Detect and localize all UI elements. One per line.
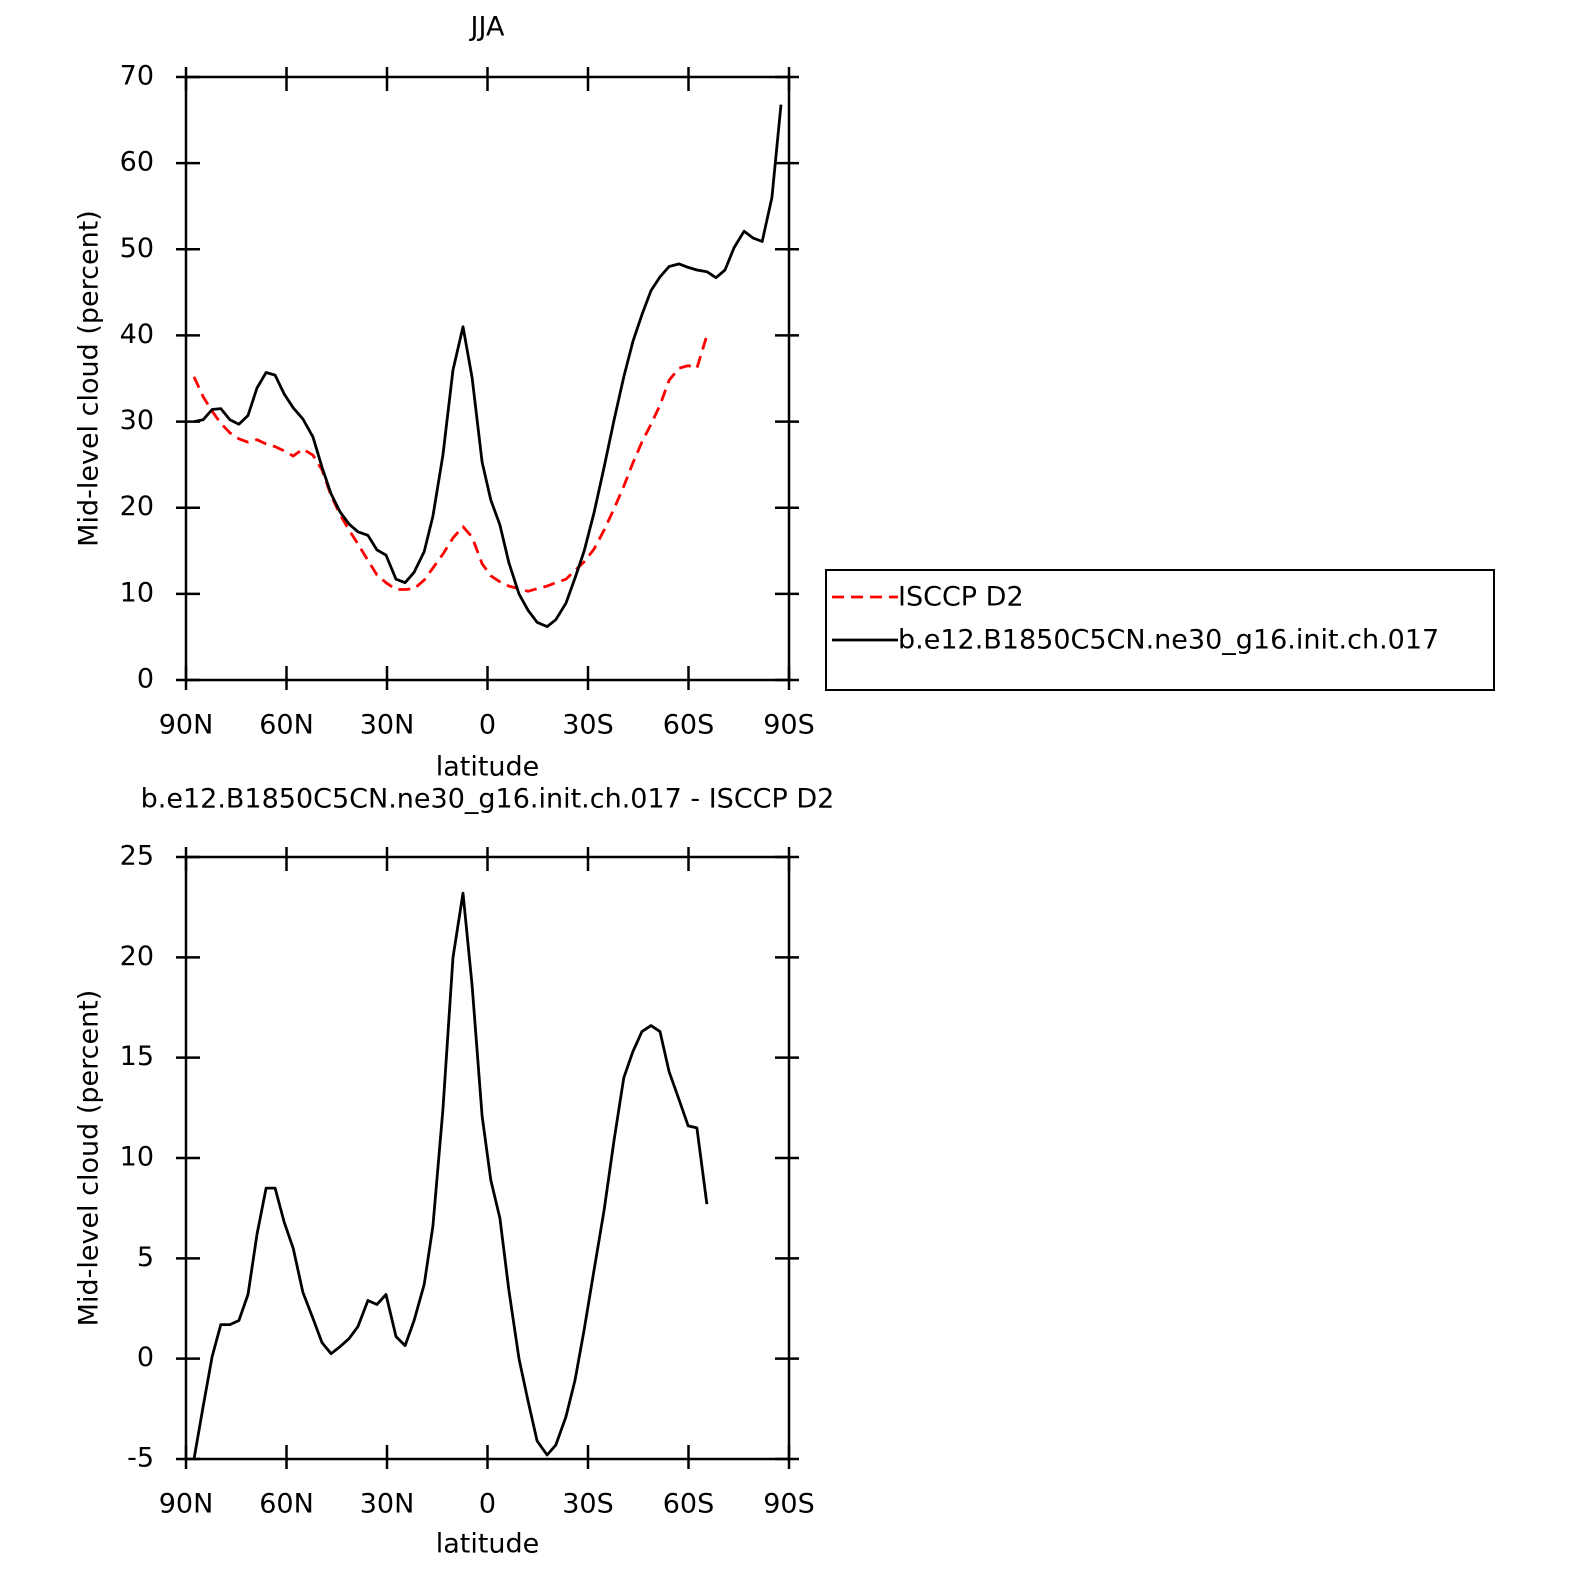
x-tick-label: 90S	[763, 1489, 815, 1520]
x-tick-label: 60S	[663, 710, 715, 741]
x-tick-label: 30S	[562, 710, 614, 741]
x-axis-label: latitude	[436, 1529, 540, 1560]
y-tick-label: -5	[127, 1443, 154, 1474]
x-tick-label: 60N	[259, 710, 314, 741]
x-tick-label: 60S	[663, 1489, 715, 1520]
y-tick-label: 20	[120, 491, 154, 522]
x-axis-label: latitude	[436, 752, 540, 783]
x-tick-label: 60N	[259, 1489, 314, 1520]
chart-title: b.e12.B1850C5CN.ne30_g16.init.ch.017 - I…	[141, 784, 835, 815]
y-tick-label: 5	[137, 1242, 154, 1273]
y-tick-label: 20	[120, 941, 154, 972]
data-line	[192, 891, 709, 1460]
y-tick-label: 70	[120, 61, 154, 92]
legend-label: b.e12.B1850C5CN.ne30_g16.init.ch.017	[898, 625, 1439, 656]
x-tick-label: 30N	[360, 1489, 415, 1520]
legend-box	[825, 569, 1495, 691]
y-axis-label: Mid-level cloud (percent)	[74, 210, 105, 547]
x-tick-label: 30S	[562, 1489, 614, 1520]
chart-title: JJA	[469, 12, 505, 43]
y-tick-label: 60	[120, 147, 154, 178]
x-tick-label: 0	[479, 1489, 496, 1520]
y-tick-label: 10	[120, 577, 154, 608]
y-tick-label: 30	[120, 405, 154, 436]
x-tick-label: 90S	[763, 710, 815, 741]
y-axis-label: Mid-level cloud (percent)	[74, 990, 105, 1327]
y-tick-label: 25	[120, 841, 154, 872]
x-tick-label: 90N	[159, 710, 214, 741]
y-tick-label: 40	[120, 319, 154, 350]
x-tick-label: 0	[479, 710, 496, 741]
y-tick-label: 50	[120, 233, 154, 264]
y-tick-label: 15	[120, 1041, 154, 1072]
x-tick-label: 90N	[159, 1489, 214, 1520]
data-line	[193, 104, 783, 628]
y-tick-label: 0	[137, 664, 154, 695]
y-tick-label: 0	[137, 1342, 154, 1373]
data-line	[192, 334, 709, 593]
x-tick-label: 30N	[360, 710, 415, 741]
legend-label: ISCCP D2	[898, 582, 1024, 613]
y-tick-label: 10	[120, 1142, 154, 1173]
